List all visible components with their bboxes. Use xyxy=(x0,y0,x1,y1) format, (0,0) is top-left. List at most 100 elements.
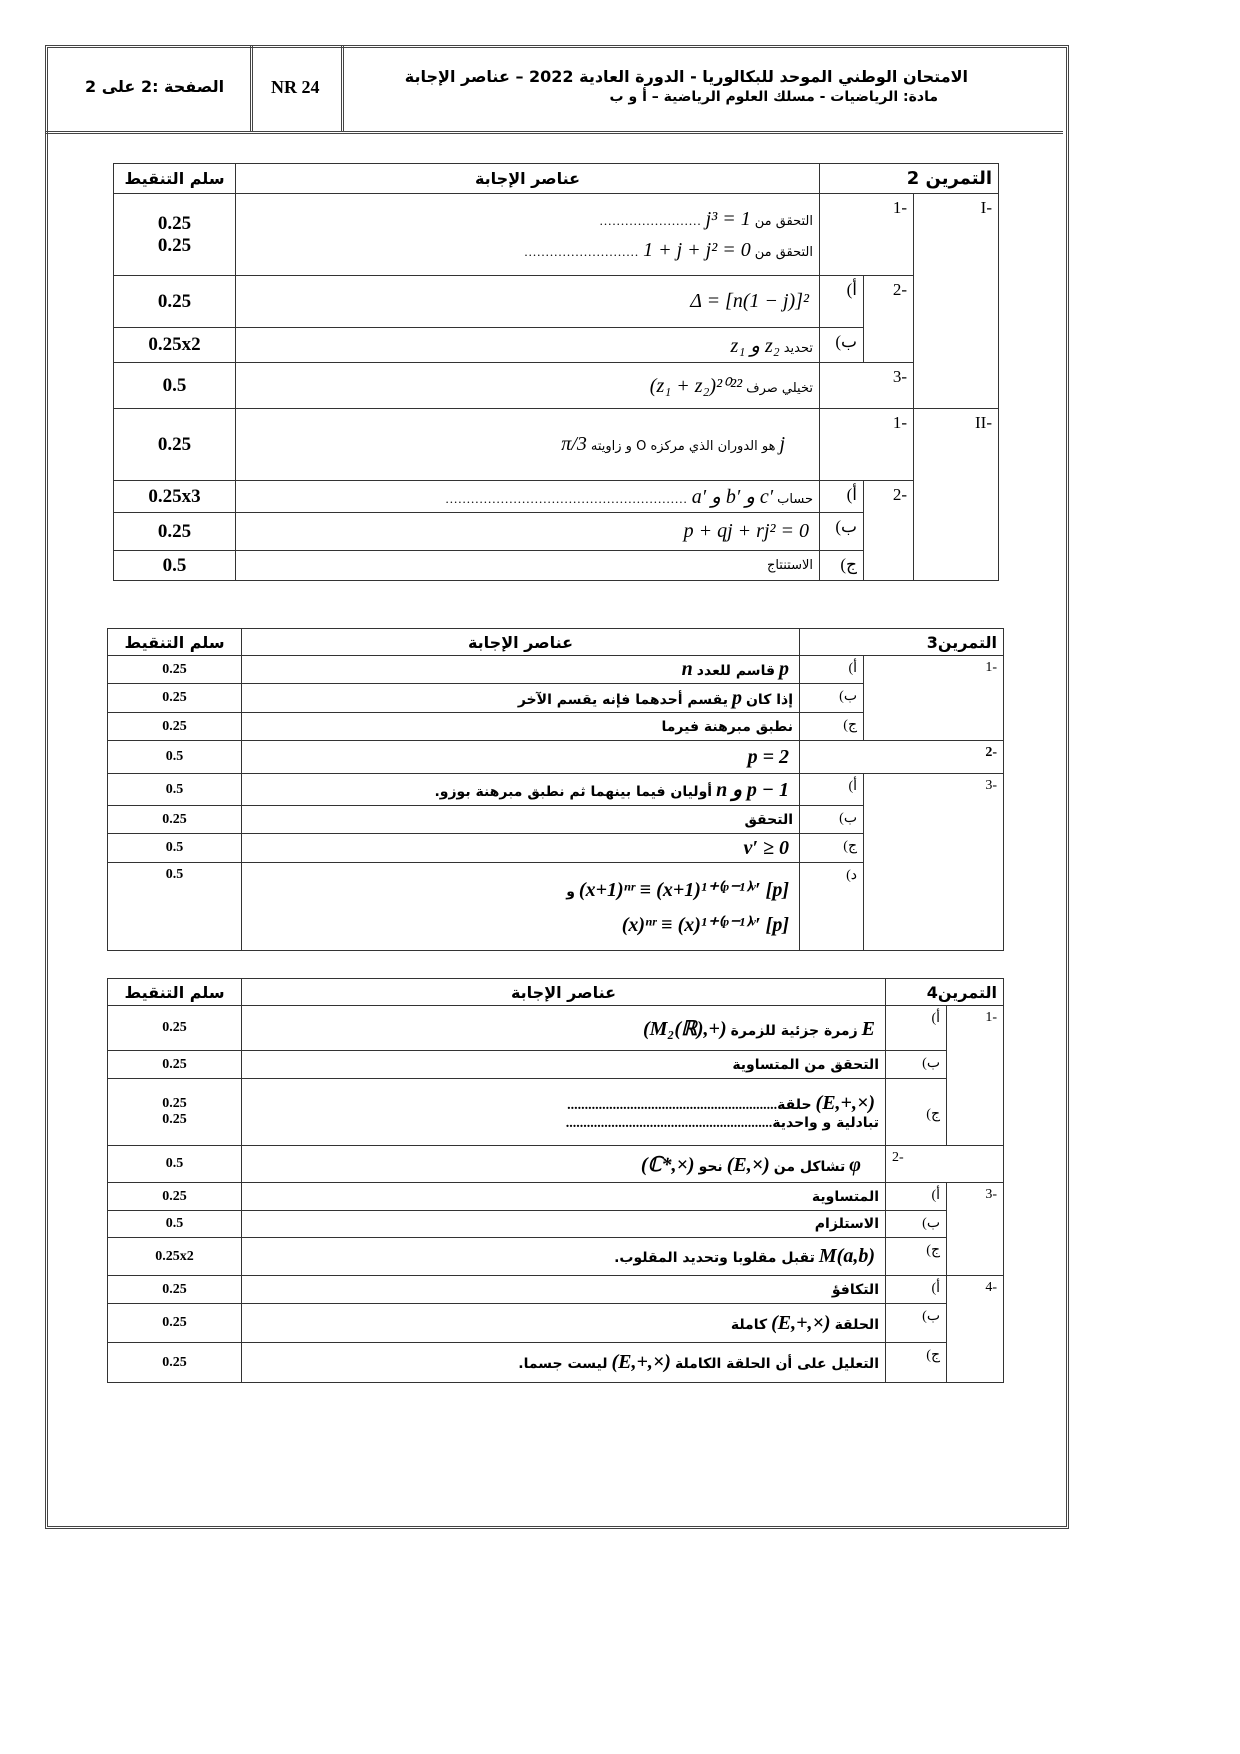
answer-cell: إذا كانpيقسم أحدهما فإنه يقسم الآخر xyxy=(241,683,800,713)
answer-cell: التكافؤ xyxy=(241,1275,886,1304)
math: 1 + j + j² = 0 xyxy=(643,238,751,261)
score: 0.25 xyxy=(107,1342,242,1383)
question-label: -2 xyxy=(863,480,914,581)
answer-cell: φتشاكل من(E,×)نحو(ℂ*,×) xyxy=(241,1145,886,1183)
answer-text: هو الدوران الذي مركزه O و زاويته xyxy=(590,439,776,454)
header-divider xyxy=(250,45,253,131)
sub-label: ج) xyxy=(885,1078,947,1146)
sub-label: أ) xyxy=(819,275,864,328)
answer-text: التعليل على أن الحلقة الكاملة xyxy=(674,1356,879,1372)
answer-text: نحو xyxy=(698,1158,723,1175)
math: (E,×) xyxy=(726,1153,770,1176)
math: E xyxy=(861,1017,875,1040)
question-label: -3 xyxy=(819,362,914,409)
sub-label: أ) xyxy=(885,1005,947,1051)
answer-text: إذا كان xyxy=(745,691,793,708)
score: 0.25 xyxy=(162,1096,187,1111)
question-label: -1 xyxy=(946,1005,1004,1146)
score: 0.25x2 xyxy=(107,1237,242,1276)
answer-text: تقبل مقلوبا وتحديد المقلوب. xyxy=(614,1250,815,1266)
question-label: -1 xyxy=(819,408,914,481)
answer-text: حساب xyxy=(777,492,813,507)
sub-label: ب) xyxy=(885,1210,947,1238)
answer-text: حلقة xyxy=(777,1097,812,1113)
math: v′ ≥ 0 xyxy=(743,836,789,859)
score-cell: 0.25 0.25 xyxy=(107,1078,242,1146)
answer-cell: pقاسم للعددn xyxy=(241,655,800,684)
sub-label: ب) xyxy=(885,1303,947,1343)
page-border xyxy=(45,45,1069,1529)
answer-cell: p = 2 xyxy=(241,740,800,774)
dots: ........................ xyxy=(599,212,702,228)
exercise-title: التمرين 2 xyxy=(819,163,999,194)
sub-label: ب) xyxy=(885,1050,947,1079)
answer-text: التحقق من xyxy=(754,213,813,229)
math: Δ = [n(1 − j)]² xyxy=(690,290,809,312)
answer-cell: التحقق من المتساوية xyxy=(241,1050,886,1079)
math: (E,+,×) xyxy=(771,1311,831,1334)
dots: ........................................… xyxy=(567,1098,778,1113)
score: 0.25 xyxy=(107,1182,242,1211)
answer-cell: (E,+,×)حلقة.............................… xyxy=(241,1078,886,1146)
math: (E,+,×) xyxy=(815,1092,875,1114)
answer-text: الاستلزام xyxy=(814,1216,879,1232)
score: 0.5 xyxy=(107,773,242,806)
math: z₁ و z₂ xyxy=(730,334,780,357)
answer-cell: (x+1)ⁿʳ ≡ (x+1)¹⁺⁽ᵖ⁻¹⁾ᵛ′ [p]و (x)ⁿʳ ≡ (x… xyxy=(241,862,800,951)
exam-subtitle: مادة: الرياضيات - مسلك العلوم الرياضية –… xyxy=(609,89,938,105)
sub-label: ج) xyxy=(819,550,864,581)
answer-text: التحقق من المتساوية xyxy=(732,1056,879,1073)
answer-cell: v′ ≥ 0 xyxy=(241,833,800,863)
answer-text: كاملة xyxy=(730,1316,768,1333)
page-header: الامتحان الوطني الموحد للبكالوريا - الدو… xyxy=(45,45,1063,134)
part-label: -II xyxy=(913,408,999,581)
answer-cell: حسابa′ و b′ و c′........................… xyxy=(235,480,820,513)
exercise-4-table: التمرين4 عناصر الإجابة سلم التنقيط -1 أ)… xyxy=(107,978,1004,1383)
score: 0.25x2 xyxy=(113,327,236,363)
answer-text: التكافؤ xyxy=(831,1281,879,1298)
question-label: -1 xyxy=(819,193,914,276)
exercise-3-table: التمرين3 عناصر الإجابة سلم التنقيط -1 أ)… xyxy=(107,628,1004,951)
sub-label: أ) xyxy=(885,1275,947,1304)
sub-label: أ) xyxy=(885,1182,947,1211)
answer-cell: التعليل على أن الحلقة الكاملة(E,+,×)ليست… xyxy=(241,1342,886,1383)
score: 0.25 xyxy=(162,1112,187,1127)
answer-text: التحقق من xyxy=(754,244,813,260)
exercise-2-table: التمرين 2 عناصر الإجابة سلم التنقيط -I -… xyxy=(113,163,999,581)
answer-text: و xyxy=(566,883,575,900)
math: (ℂ*,×) xyxy=(640,1153,695,1176)
answer-text: أوليان فيما بينهما ثم نطبق مبرهنة بوزو. xyxy=(434,784,713,800)
sub-label: ج) xyxy=(885,1342,947,1383)
math: (z₁ + z₂)²⁰²² xyxy=(649,375,743,397)
question-label: -2 xyxy=(863,275,914,363)
score: 0.25 xyxy=(107,655,242,684)
score: 0.25 xyxy=(107,1050,242,1079)
score: 0.25 xyxy=(107,683,242,713)
sub-label: ج) xyxy=(885,1237,947,1276)
math: (x)ⁿʳ ≡ (x)¹⁺⁽ᵖ⁻¹⁾ᵛ′ [p] xyxy=(621,913,789,936)
answer-text: تحديد xyxy=(783,340,813,356)
score-header: سلم التنقيط xyxy=(107,628,242,656)
dots: ........................... xyxy=(524,243,640,259)
answer-header: عناصر الإجابة xyxy=(241,978,886,1006)
score: 0.5 xyxy=(107,1210,242,1238)
answer-text: تخيلي صرف xyxy=(746,381,813,396)
answer-cell: الحلقة(E,+,×)كاملة xyxy=(241,1303,886,1343)
score: 0.25 xyxy=(113,512,236,551)
sub-label: ج) xyxy=(799,712,864,741)
score: 0.25 xyxy=(107,1005,242,1051)
score: 0.25 xyxy=(157,212,192,234)
exam-title: الامتحان الوطني الموحد للبكالوريا - الدو… xyxy=(404,67,968,86)
score: 0.25 xyxy=(107,805,242,834)
score: 0.5 xyxy=(107,1145,242,1183)
answer-text: التحقق xyxy=(744,811,793,828)
answer-text: الحلقة xyxy=(834,1316,879,1333)
math: (x+1)ⁿʳ ≡ (x+1)¹⁺⁽ᵖ⁻¹⁾ᵛ′ [p] xyxy=(578,878,789,901)
question-label: -4 xyxy=(946,1275,1004,1383)
answer-text: يقسم أحدهما فإنه يقسم الآخر xyxy=(517,691,728,708)
dots: ........................................… xyxy=(445,491,688,506)
score: 0.25 xyxy=(107,1303,242,1343)
score: 0.5 xyxy=(107,862,242,951)
answer-header: عناصر الإجابة xyxy=(235,163,820,194)
math: n xyxy=(681,658,693,680)
